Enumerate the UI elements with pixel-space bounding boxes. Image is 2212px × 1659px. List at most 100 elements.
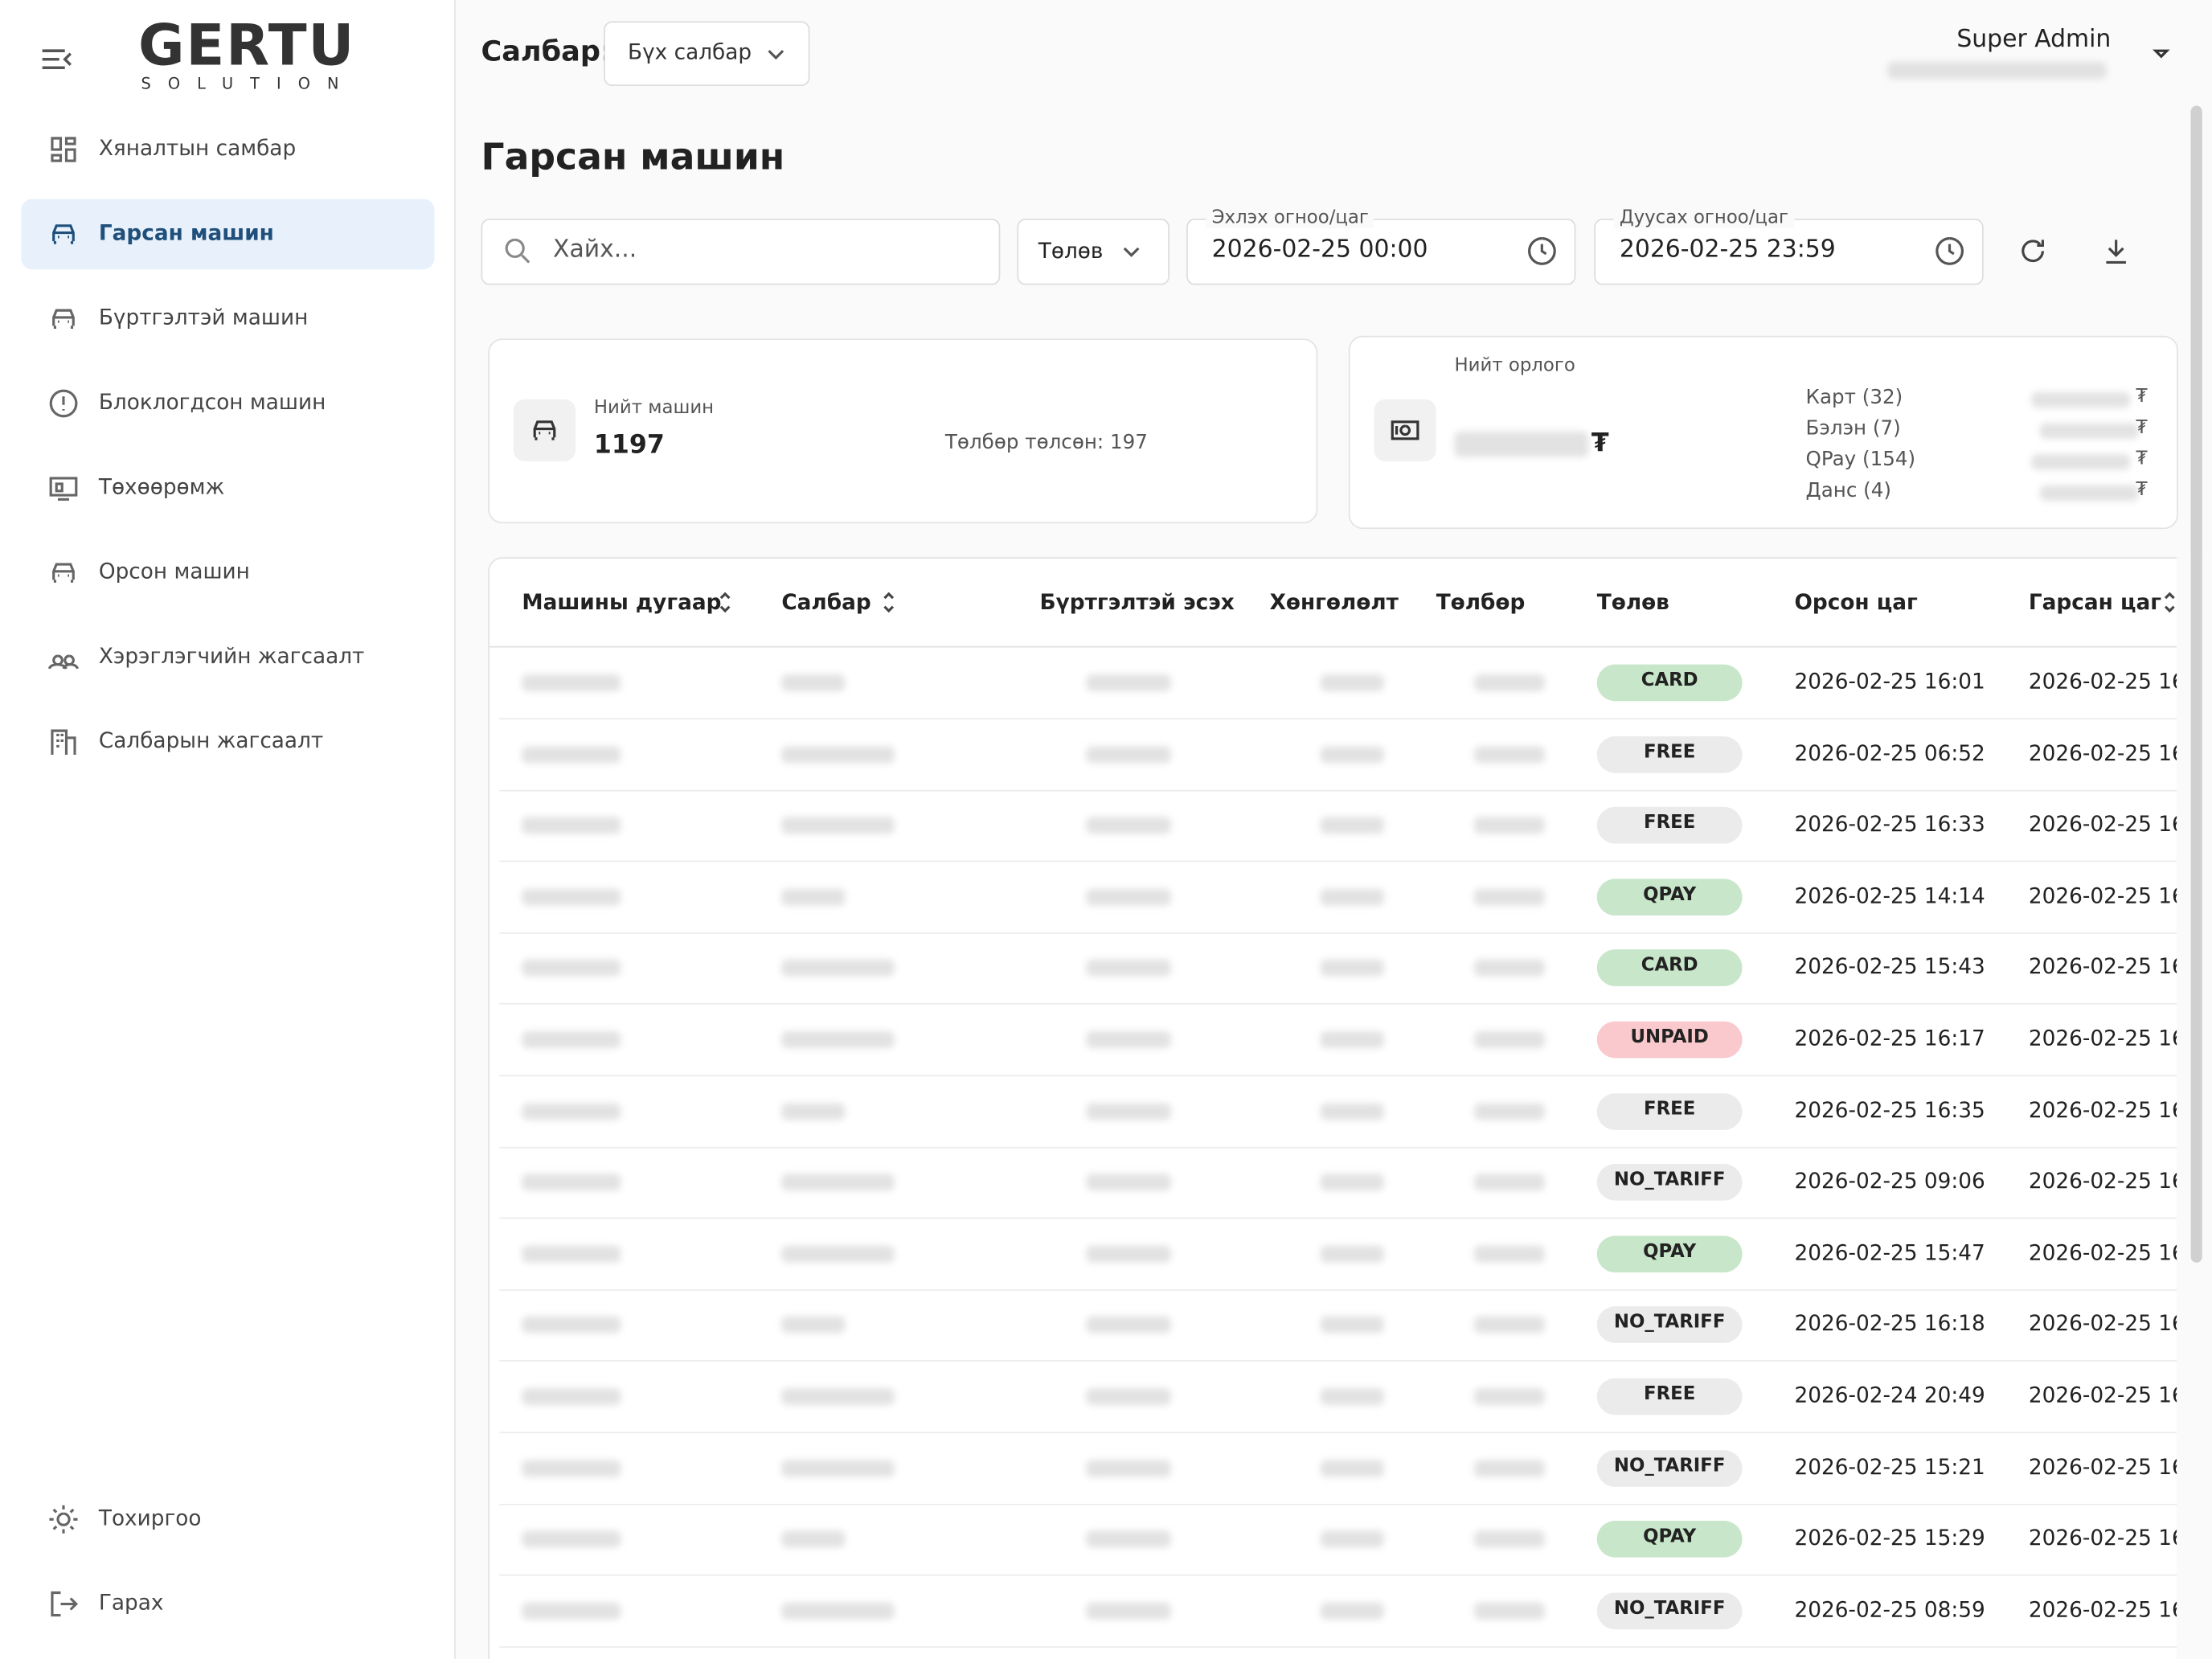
blurred-cell bbox=[1320, 1317, 1384, 1334]
field[interactable] bbox=[1594, 219, 1984, 285]
entry-time: 2026-02-25 16:01 bbox=[1794, 668, 1985, 694]
blurred-cell bbox=[522, 1317, 621, 1334]
column-header: Хөнгөлөлт bbox=[1269, 589, 1399, 616]
date-label: Эхлэх огноо/цаг bbox=[1206, 207, 1374, 229]
column-header[interactable]: Салбар bbox=[781, 589, 871, 616]
blurred-cell bbox=[781, 1317, 846, 1334]
row-line bbox=[499, 789, 2195, 791]
menu-item[interactable]: Тохиргоо bbox=[98, 1505, 202, 1531]
clock-icon bbox=[1936, 237, 1964, 265]
blurred-cell bbox=[1320, 1388, 1384, 1406]
column-header[interactable]: Машины дугаар bbox=[522, 589, 722, 616]
currency: ₮ bbox=[2136, 417, 2148, 439]
menu-icon bbox=[47, 654, 80, 670]
blurred-cell bbox=[1474, 960, 1545, 977]
status-chip bbox=[1596, 1021, 1743, 1059]
status-chip bbox=[1596, 1092, 1743, 1130]
entry-time: 2026-02-25 15:47 bbox=[1794, 1239, 1985, 1265]
menu-item[interactable]: Гарсан машин bbox=[98, 219, 274, 246]
row-line bbox=[499, 1075, 2195, 1077]
status-text: NO_TARIFF bbox=[1613, 1169, 1726, 1191]
blurred-cell bbox=[781, 1602, 895, 1620]
exit-time: 2026-02-25 16 bbox=[2028, 954, 2185, 980]
blurred-cell bbox=[1320, 888, 1384, 906]
cars-value: 1197 bbox=[593, 430, 665, 461]
sort-icon bbox=[883, 592, 895, 613]
currency: ₮ bbox=[2136, 479, 2148, 502]
blurred-cell bbox=[1086, 888, 1171, 906]
menu-icon bbox=[51, 137, 76, 162]
exit-time: 2026-02-25 16 bbox=[2028, 1168, 2185, 1194]
blurred-cell bbox=[1474, 1174, 1545, 1191]
field[interactable] bbox=[1186, 219, 1576, 285]
chevron bbox=[768, 50, 784, 60]
blurred-cell bbox=[1086, 1030, 1171, 1049]
exit-time: 2026-02-25 16 bbox=[2028, 1453, 2185, 1480]
menu-icon bbox=[51, 1591, 79, 1617]
blurred-cell bbox=[1474, 1030, 1545, 1049]
status-chip bbox=[1596, 807, 1743, 844]
status-chip bbox=[1596, 664, 1743, 702]
status-chip bbox=[1596, 735, 1743, 773]
entry-time: 2026-02-24 20:49 bbox=[1794, 1382, 1985, 1408]
logo-sub: SOLUTION bbox=[141, 75, 356, 93]
blurred-cell bbox=[1086, 1459, 1171, 1477]
breakdown-label: QPay (154) bbox=[1805, 449, 1916, 472]
status-text: QPAY bbox=[1643, 884, 1697, 906]
menu-item[interactable]: Хэрэглэгчийн жагсаалт bbox=[98, 643, 365, 669]
row-line bbox=[499, 1217, 2195, 1219]
active-menu-bg bbox=[21, 199, 435, 270]
entry-time: 2026-02-25 16:17 bbox=[1794, 1025, 1985, 1051]
column-header: Бүртгэлтэй эсэх bbox=[1039, 589, 1235, 616]
blurred-cell bbox=[1474, 1245, 1545, 1263]
branch-select[interactable] bbox=[604, 21, 810, 87]
blurred-cell bbox=[1086, 674, 1171, 691]
menu-icon bbox=[51, 729, 76, 755]
row-line bbox=[499, 1360, 2195, 1362]
blurred-cell bbox=[1320, 1245, 1384, 1263]
branch-select-text: Бүх салбар bbox=[628, 39, 752, 65]
status-text: FREE bbox=[1643, 741, 1696, 763]
blurred-cell bbox=[1086, 1245, 1171, 1263]
blurred-cell bbox=[1474, 1317, 1545, 1334]
paid-count: Төлбөр төлсөн: 197 bbox=[944, 432, 1148, 455]
clock-icon bbox=[1528, 237, 1556, 265]
search-placeholder: Хайх... bbox=[552, 236, 637, 264]
menu-toggle[interactable] bbox=[39, 45, 73, 73]
date-value: 2026-02-25 23:59 bbox=[1619, 236, 1836, 264]
menu-icon bbox=[49, 1505, 78, 1534]
entry-time: 2026-02-25 16:33 bbox=[1794, 811, 1985, 838]
menu-item[interactable]: Хяналтын самбар bbox=[98, 135, 297, 162]
field[interactable] bbox=[481, 219, 1001, 285]
blurred-cell bbox=[1320, 817, 1384, 834]
menu-item[interactable]: Салбарын жагсаалт bbox=[98, 727, 324, 754]
menu-item[interactable]: Гарах bbox=[98, 1589, 164, 1616]
status-chip bbox=[1596, 1521, 1743, 1558]
blurred-cell bbox=[1474, 1388, 1545, 1406]
date-value: 2026-02-25 00:00 bbox=[1211, 236, 1428, 264]
menu-item[interactable]: Бүртгэлтэй машин bbox=[98, 305, 309, 330]
blurred-cell bbox=[522, 1245, 621, 1263]
blurred-cell bbox=[1320, 960, 1384, 977]
menu-item[interactable]: Төхөөрөмж bbox=[98, 473, 225, 500]
status-text: NO_TARIFF bbox=[1613, 1455, 1726, 1477]
field[interactable] bbox=[1017, 219, 1169, 285]
blurred-cell bbox=[781, 960, 895, 977]
status-chip bbox=[1596, 1592, 1743, 1629]
status-text: QPAY bbox=[1643, 1526, 1697, 1548]
menu-icon bbox=[52, 309, 75, 329]
entry-time: 2026-02-25 15:43 bbox=[1794, 954, 1985, 980]
menu-item[interactable]: Блоклогдсон машин bbox=[98, 389, 326, 415]
exit-time: 2026-02-25 16 bbox=[2028, 1382, 2185, 1408]
row-line bbox=[499, 1288, 2195, 1291]
blurred-cell bbox=[522, 817, 621, 834]
menu-item[interactable]: Орсон машин bbox=[98, 559, 250, 584]
blurred-cell bbox=[1086, 960, 1171, 977]
blurred-cell bbox=[1474, 1602, 1545, 1620]
row-line bbox=[499, 1146, 2195, 1148]
entry-time: 2026-02-25 06:52 bbox=[1794, 739, 1985, 766]
column-header[interactable]: Гарсан цаг bbox=[2028, 589, 2162, 616]
chevron bbox=[1123, 247, 1140, 257]
row-line bbox=[499, 1503, 2195, 1505]
